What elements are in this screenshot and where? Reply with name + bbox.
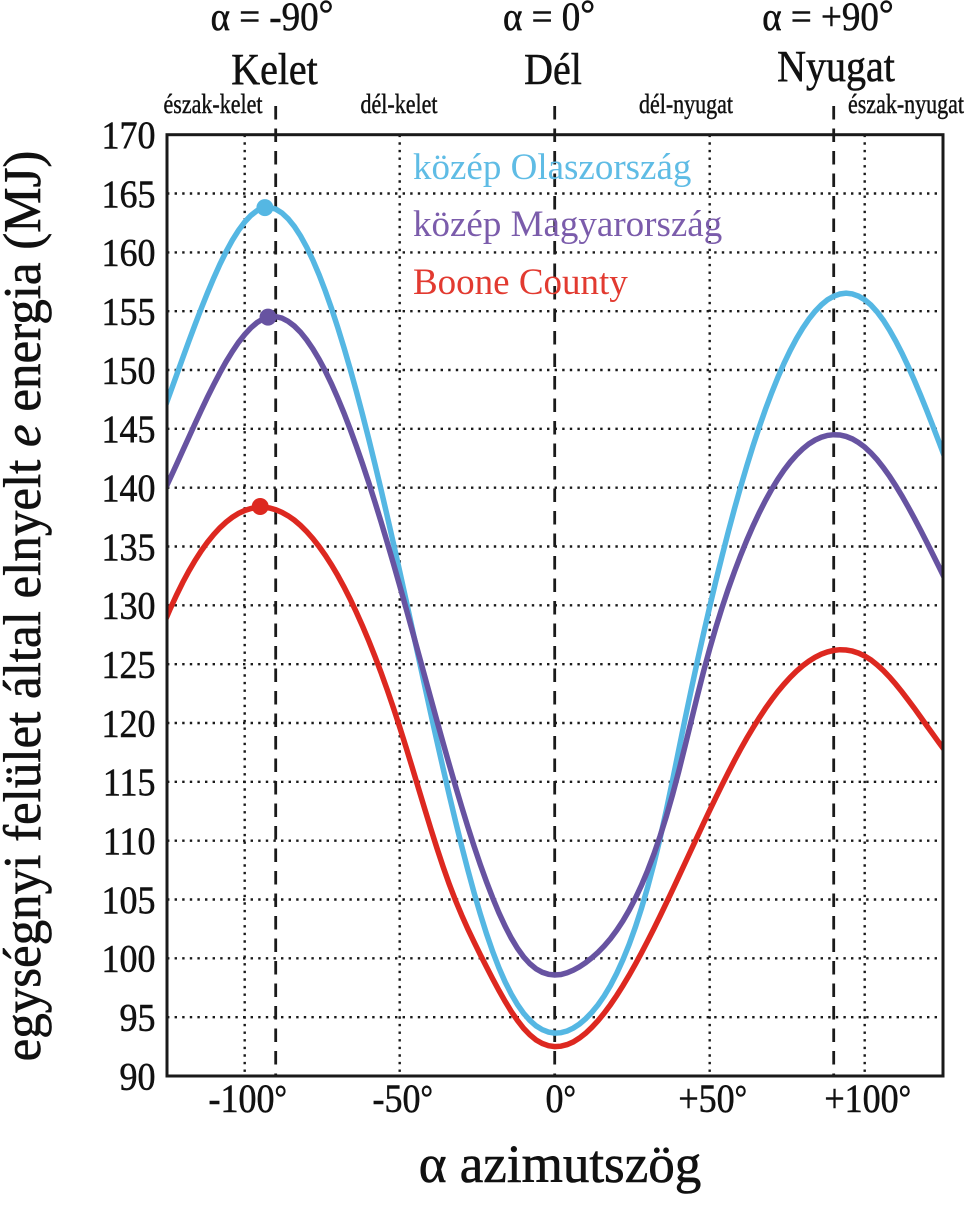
svg-text:észak-kelet: észak-kelet — [164, 90, 263, 120]
svg-text:135: 135 — [102, 525, 156, 569]
svg-text:0°: 0° — [545, 1077, 575, 1121]
svg-text:95: 95 — [120, 996, 156, 1040]
svg-text:α azimutszög: α azimutszög — [419, 1134, 702, 1195]
svg-text:150: 150 — [102, 349, 156, 393]
svg-text:130: 130 — [102, 584, 156, 628]
svg-text:+50°: +50° — [678, 1077, 747, 1121]
svg-text:155: 155 — [102, 290, 156, 334]
svg-text:140: 140 — [102, 466, 156, 510]
svg-text:125: 125 — [102, 643, 156, 687]
svg-text:+100°: +100° — [824, 1077, 911, 1121]
svg-text:90: 90 — [120, 1055, 156, 1099]
svg-text:közép Magyarország: közép Magyarország — [413, 204, 722, 245]
svg-text:dél-nyugat: dél-nyugat — [639, 90, 733, 120]
svg-text:Dél: Dél — [524, 46, 582, 94]
svg-text:-50°: -50° — [373, 1077, 433, 1121]
svg-text:160: 160 — [102, 231, 156, 275]
svg-text:120: 120 — [102, 702, 156, 746]
svg-text:115: 115 — [103, 761, 156, 805]
svg-text:170: 170 — [102, 113, 156, 157]
svg-text:105: 105 — [102, 878, 156, 922]
svg-text:észak-nyugat: észak-nyugat — [848, 90, 964, 120]
svg-text:közép Olaszország: közép Olaszország — [413, 147, 691, 188]
svg-text:egységnyi felület által elnyel: egységnyi felület által elnyelt e energi… — [0, 151, 52, 1062]
svg-text:165: 165 — [102, 172, 156, 216]
svg-text:dél-kelet: dél-kelet — [361, 90, 438, 120]
svg-text:145: 145 — [102, 408, 156, 452]
svg-text:-100°: -100° — [209, 1077, 287, 1121]
svg-text:α = 0°: α = 0° — [503, 0, 595, 39]
svg-text:α = +90°: α = +90° — [762, 0, 893, 39]
svg-text:Kelet: Kelet — [231, 46, 318, 94]
svg-text:110: 110 — [103, 819, 156, 863]
svg-text:100: 100 — [102, 937, 156, 981]
svg-text:α = -90°: α = -90° — [211, 0, 334, 39]
svg-text:Nyugat: Nyugat — [777, 43, 895, 91]
svg-text:Boone County: Boone County — [413, 262, 628, 303]
